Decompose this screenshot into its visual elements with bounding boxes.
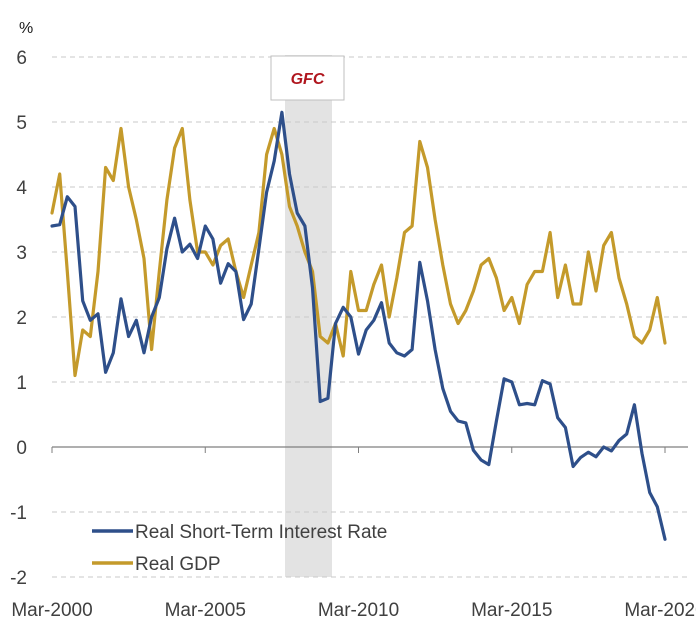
y-tick-label: 2 — [16, 308, 27, 329]
y-tick-label: 3 — [16, 243, 27, 264]
gfc-label-box — [270, 55, 345, 101]
y-tick-label: 6 — [16, 48, 27, 69]
series-line-real-gdp — [50, 126, 667, 378]
legend: Real Short-Term Interest Rate Real GDP — [92, 522, 387, 575]
x-tick-label: Mar-2000 — [11, 600, 92, 621]
x-tick-label: Mar-2015 — [471, 600, 552, 621]
y-axis-ticks: -2 -1 0 1 2 3 4 5 6 — [10, 48, 27, 589]
y-tick-label: 1 — [16, 373, 27, 394]
gridlines — [52, 56, 688, 578]
legend-label: Real Short-Term Interest Rate — [135, 522, 387, 543]
legend-label: Real GDP — [135, 554, 221, 575]
y-tick-label: 4 — [16, 178, 27, 199]
x-tick-label: Mar-2005 — [165, 600, 246, 621]
x-tick-label: Mar-2020 — [624, 600, 696, 621]
x-tick-label: Mar-2010 — [318, 600, 399, 621]
y-tick-label: -2 — [10, 568, 27, 589]
y-unit-label: % — [19, 20, 33, 37]
x-axis-ticks: Mar-2000 Mar-2005 Mar-2010 Mar-2015 Mar-2020 — [11, 447, 696, 621]
series-line-real-short-term-interest-rate — [50, 110, 667, 541]
gfc-annotation-label: GFC — [291, 71, 325, 88]
series-lines — [50, 110, 667, 541]
gfc-shaded-band — [285, 55, 332, 577]
y-tick-label: 5 — [16, 113, 27, 134]
y-tick-label: -1 — [10, 503, 27, 524]
y-tick-label: 0 — [16, 438, 27, 459]
